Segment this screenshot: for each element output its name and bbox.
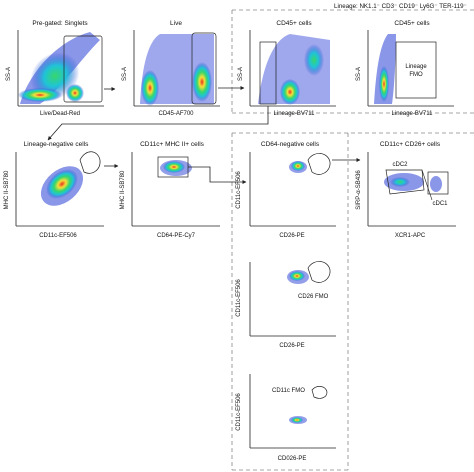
gate (311, 386, 328, 399)
plot-cd45-fmo: CD45+ cells Lineage FMO SS-A Lineage-BV7… (356, 20, 454, 117)
x-axis-label: CD26-PE (279, 343, 304, 349)
arrow-3-5 (47, 106, 269, 141)
density-cloud (140, 34, 214, 106)
gate-note: CD11c FMO (272, 388, 305, 394)
density-cloud (289, 416, 307, 424)
plot-frame (131, 152, 220, 227)
y-axis-label: MHC II-SB780 (4, 170, 10, 209)
x-axis-label: CD64-PE-Cy7 (157, 233, 196, 239)
plot-cd64-negative: CD64-negative cells CD11c-EF506 CD26-PE (236, 141, 336, 239)
density-cloud (289, 161, 307, 173)
plot-frame (249, 152, 336, 227)
plot-frame (249, 30, 336, 107)
x-axis-label: XCR1-APC (395, 233, 426, 239)
density-cloud (287, 270, 309, 284)
plot-frame (249, 262, 336, 337)
plot-cd11c-mhcii: CD11c+ MHC II+ cells MHC II-SB780 CD64-P… (120, 141, 220, 239)
x-axis-label: CD026-PE (278, 456, 307, 462)
gate-note: Lineage (405, 64, 427, 70)
plot-title: CD11c+ MHC II+ cells (140, 141, 205, 148)
gate-note: FMO (409, 72, 423, 78)
y-axis-label: MHC II-SB780 (120, 170, 126, 209)
arrow-6-7 (188, 166, 247, 184)
gate-label-cdc1: cDC1 (432, 201, 448, 207)
plot-frame (17, 30, 104, 107)
x-axis-label: Live/Dead-Red (40, 111, 80, 117)
plot-frame (367, 30, 454, 107)
density-cloud (384, 173, 442, 192)
plot-frame (15, 152, 104, 227)
gate (79, 151, 101, 174)
y-axis-label: SS-A (122, 67, 128, 81)
plot-frame (367, 152, 456, 227)
density-cloud (258, 34, 330, 105)
gate (63, 35, 103, 103)
gate-cdc1 (427, 171, 449, 195)
x-axis-label: CD11c-EF506 (39, 233, 77, 239)
plot-frame (133, 30, 220, 107)
plot-cd45: CD45+ cells SS-A Lineage-BV711 (238, 20, 336, 117)
y-axis-label: CD11c-EF506 (236, 279, 242, 317)
x-axis-label: CD45-AF700 (158, 111, 194, 117)
density-cloud (374, 34, 396, 104)
gate-note: CD26 FMO (298, 294, 329, 300)
plot-title: Live (170, 20, 182, 27)
density-cloud (40, 166, 84, 206)
plot-title: CD45+ cells (394, 20, 430, 27)
plot-title: CD11c+ CD26+ cells (380, 141, 441, 148)
plot-title: Pre-gated: Singlets (32, 20, 88, 27)
density-cloud (160, 160, 192, 176)
lineage-label: Lineage: NK1.1⁻ CD3⁻ CD19⁻ Ly6G⁻ TER-119… (334, 3, 467, 10)
gate-cdc2 (385, 169, 425, 195)
plot-title: CD64-negative cells (261, 141, 320, 148)
plot-cd26-fmo: CD26 FMO CD11c-EF506 CD26-PE (236, 261, 336, 349)
y-axis-label: CD11c-EF506 (236, 393, 242, 431)
y-axis-label: SS-A (6, 67, 12, 81)
gate-label-cdc2: cDC2 (392, 162, 408, 168)
y-axis-label: CD11c-EF506 (236, 171, 242, 209)
gate (395, 41, 437, 99)
dashed-region-lines (231, 9, 474, 471)
plot-frame (249, 374, 336, 449)
x-axis-label: Lineage-BV711 (274, 111, 316, 117)
x-axis-label: Lineage-BV711 (392, 111, 434, 117)
y-axis-label: SS-A (238, 67, 244, 81)
plot-cd11c-cd26: CD11c+ CD26+ cells cDC2 cDC1 SIRP-α-SB43… (356, 141, 456, 239)
plot-singlets: Pre-gated: Singlets SS-A Live/Dead-Red (6, 20, 104, 117)
y-axis-label: SS-A (356, 67, 362, 81)
gate (307, 153, 331, 175)
gate (259, 41, 277, 105)
density-cloud (18, 32, 100, 104)
gate (191, 32, 217, 105)
plot-title: Lineage-negative cells (24, 141, 89, 148)
plot-live: Live SS-A CD45-AF700 (122, 20, 220, 117)
plot-cd11c-fmo: CD11c FMO CD11c-EF506 CD026-PE (236, 374, 336, 462)
y-axis-label: SIRP-α-SB436 (356, 170, 362, 210)
gate-divider (421, 169, 433, 201)
gate (307, 261, 331, 283)
plot-title: CD45+ cells (276, 20, 312, 27)
x-axis-label: CD26-PE (279, 233, 304, 239)
plot-lineage-negative: Lineage-negative cells MHC II-SB780 CD11… (4, 141, 104, 239)
